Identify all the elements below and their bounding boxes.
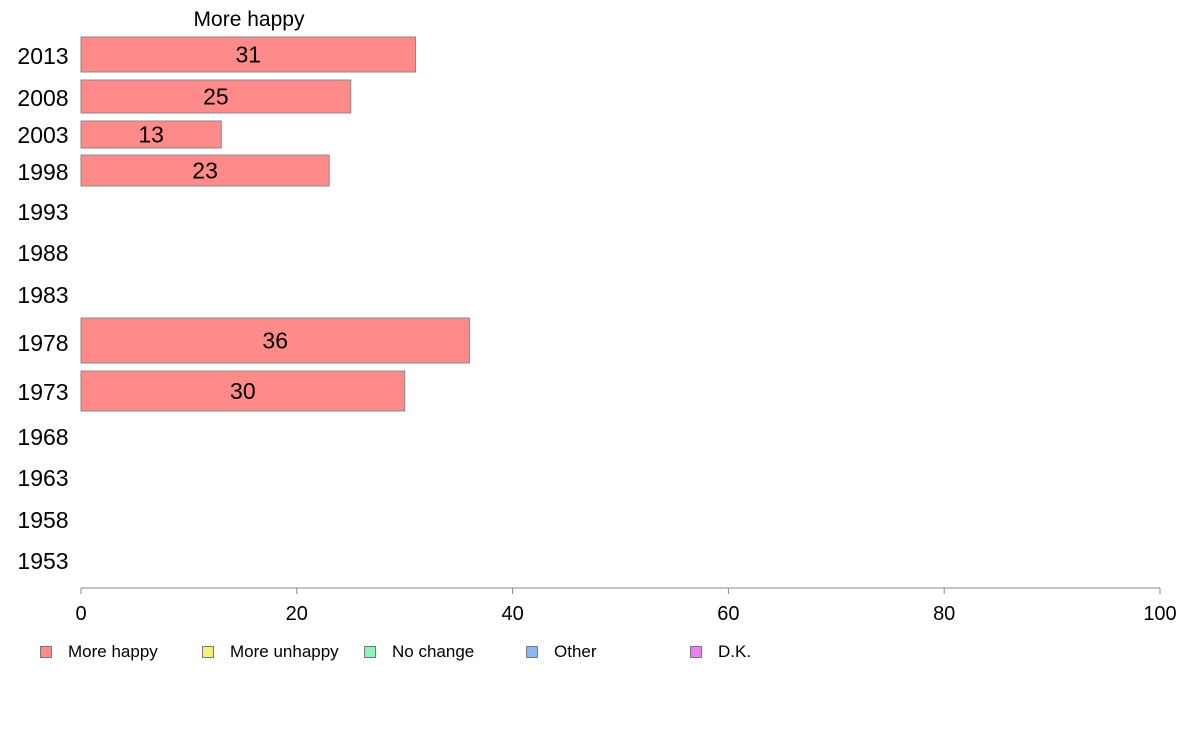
legend-item-2: No change	[364, 642, 474, 662]
year-label-1958: 1958	[17, 507, 68, 533]
year-label-1963: 1963	[17, 465, 68, 491]
year-labels-group: 2013 2008 2003 1998 1993 1988 1983 1978 1973 1968…	[17, 43, 68, 574]
legend-swatch	[690, 646, 702, 658]
x-tick-label-80: 80	[933, 603, 955, 625]
year-label-1998: 1998	[17, 159, 68, 185]
data-label-1998: 23	[192, 158, 218, 184]
data-label-1973: 30	[230, 378, 256, 404]
x-tick-label-100: 100	[1143, 603, 1176, 625]
legend-swatch	[40, 646, 52, 658]
year-label-1973: 1973	[17, 379, 68, 405]
legend-label: More unhappy	[230, 642, 339, 661]
bar-1973	[80, 370, 406, 412]
legend-item-0: More happy	[40, 642, 158, 662]
x-tick-label-20: 20	[286, 603, 308, 625]
bar-1998	[80, 154, 330, 187]
bar-1978	[80, 317, 470, 364]
data-label-2008: 25	[203, 84, 229, 110]
year-label-2003: 2003	[17, 122, 68, 148]
legend-label: No change	[392, 642, 475, 661]
legend-item-3: Other	[526, 642, 597, 662]
x-tick-label-60: 60	[717, 603, 739, 625]
year-label-2008: 2008	[17, 85, 68, 111]
year-label-1953: 1953	[17, 548, 68, 574]
year-label-2013: 2013	[17, 43, 68, 69]
bar-2008	[80, 79, 352, 114]
year-label-1978: 1978	[17, 330, 68, 356]
year-label-1983: 1983	[17, 282, 68, 308]
legend-label: D.K.	[718, 642, 752, 661]
legend-item-4: D.K.	[690, 642, 751, 662]
year-label-1988: 1988	[17, 240, 68, 266]
x-tick-label-40: 40	[501, 603, 523, 625]
legend-item-1: More unhappy	[202, 642, 339, 662]
legend-swatch	[526, 646, 538, 658]
x-axis: 0 20 40 60 80 100	[75, 587, 1177, 625]
data-label-2013: 31	[235, 42, 261, 68]
legend-swatch	[364, 646, 376, 658]
legend-swatch	[202, 646, 214, 658]
x-tick-label-0: 0	[75, 603, 86, 625]
bar-2003	[80, 120, 222, 149]
chart-title: More happy	[194, 8, 305, 31]
bar-2013	[80, 36, 416, 73]
data-label-2003: 13	[138, 122, 164, 148]
legend-label: Other	[554, 642, 597, 661]
year-label-1968: 1968	[17, 424, 68, 450]
data-label-1978: 36	[262, 328, 288, 354]
year-label-1993: 1993	[17, 199, 68, 225]
legend-label: More happy	[68, 642, 158, 661]
